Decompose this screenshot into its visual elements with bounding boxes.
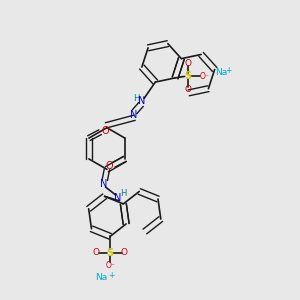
Text: O: O bbox=[105, 161, 113, 171]
Text: O: O bbox=[184, 59, 191, 68]
Text: H: H bbox=[120, 189, 126, 198]
Text: Na: Na bbox=[95, 274, 107, 283]
Text: O⁻: O⁻ bbox=[105, 261, 115, 270]
Text: N: N bbox=[130, 110, 137, 120]
Text: O: O bbox=[121, 248, 128, 257]
Text: S: S bbox=[184, 71, 191, 81]
Text: N: N bbox=[138, 96, 146, 106]
Text: Na: Na bbox=[215, 68, 227, 77]
Text: +: + bbox=[225, 66, 232, 75]
Text: O⁻: O⁻ bbox=[200, 72, 210, 81]
Text: O: O bbox=[92, 248, 99, 257]
Text: S: S bbox=[107, 248, 114, 258]
Text: H: H bbox=[134, 94, 140, 103]
Text: O: O bbox=[101, 126, 109, 136]
Text: +: + bbox=[109, 271, 115, 280]
Text: O: O bbox=[184, 85, 191, 94]
Text: N: N bbox=[100, 178, 108, 189]
Text: N: N bbox=[114, 193, 121, 203]
